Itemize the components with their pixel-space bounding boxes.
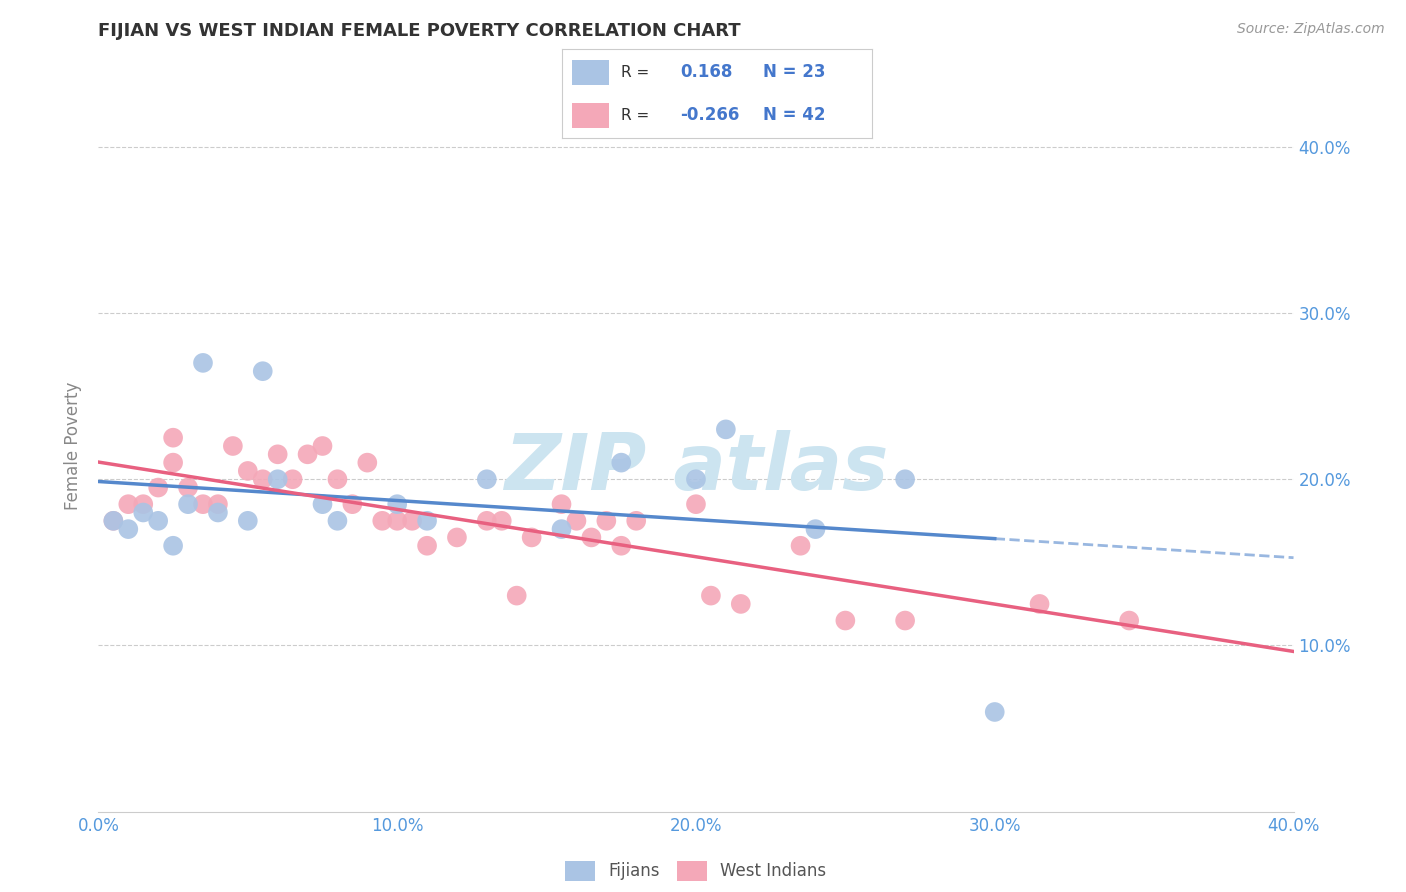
Point [371, 514, 394, 528]
Point [222, 439, 245, 453]
Point [475, 514, 498, 528]
Text: R =: R = [621, 108, 650, 122]
Point [236, 464, 259, 478]
Point [610, 539, 633, 553]
Point [565, 514, 588, 528]
Point [520, 530, 543, 544]
Point [326, 472, 349, 486]
Point [311, 497, 333, 511]
Point [491, 514, 513, 528]
Point [550, 497, 572, 511]
Point [148, 514, 170, 528]
Point [626, 514, 648, 528]
Point [267, 447, 290, 461]
Text: N = 23: N = 23 [763, 63, 825, 81]
Point [581, 530, 603, 544]
Point [984, 705, 1007, 719]
FancyBboxPatch shape [572, 60, 609, 85]
Point [804, 522, 827, 536]
Text: N = 42: N = 42 [763, 106, 825, 124]
Point [103, 514, 125, 528]
Point [685, 497, 707, 511]
Text: 0.168: 0.168 [681, 63, 733, 81]
Point [416, 539, 439, 553]
Point [252, 472, 274, 486]
Point [103, 514, 125, 528]
Point [475, 472, 498, 486]
Point [385, 497, 409, 511]
Point [162, 431, 184, 445]
Point [595, 514, 617, 528]
Point [700, 589, 723, 603]
Point [207, 497, 229, 511]
Point [685, 472, 707, 486]
Point [191, 497, 214, 511]
FancyBboxPatch shape [572, 103, 609, 128]
Point [162, 539, 184, 553]
Text: R =: R = [621, 65, 650, 79]
Point [117, 522, 139, 536]
Point [132, 506, 155, 520]
Point [385, 514, 409, 528]
Point [894, 472, 917, 486]
Point [177, 481, 200, 495]
Point [714, 422, 737, 436]
Point [117, 497, 139, 511]
Point [1028, 597, 1050, 611]
Point [191, 356, 214, 370]
Point [132, 497, 155, 511]
Point [162, 456, 184, 470]
Point [356, 456, 378, 470]
Point [834, 614, 856, 628]
Point [207, 506, 229, 520]
Point [730, 597, 752, 611]
Point [506, 589, 529, 603]
Point [1118, 614, 1140, 628]
Point [177, 497, 200, 511]
Point [252, 364, 274, 378]
Legend: Fijians, West Indians: Fijians, West Indians [558, 854, 834, 888]
Text: ZIP atlas: ZIP atlas [503, 430, 889, 506]
Point [148, 481, 170, 495]
Point [610, 456, 633, 470]
Point [342, 497, 364, 511]
Text: FIJIAN VS WEST INDIAN FEMALE POVERTY CORRELATION CHART: FIJIAN VS WEST INDIAN FEMALE POVERTY COR… [98, 22, 741, 40]
Point [281, 472, 304, 486]
Point [267, 472, 290, 486]
Point [326, 514, 349, 528]
Text: -0.266: -0.266 [681, 106, 740, 124]
Y-axis label: Female Poverty: Female Poverty [65, 382, 83, 510]
Point [894, 614, 917, 628]
Point [416, 514, 439, 528]
Point [550, 522, 572, 536]
Point [446, 530, 468, 544]
Point [311, 439, 333, 453]
Point [236, 514, 259, 528]
Point [789, 539, 811, 553]
Point [401, 514, 423, 528]
Point [297, 447, 319, 461]
Text: Source: ZipAtlas.com: Source: ZipAtlas.com [1237, 22, 1385, 37]
